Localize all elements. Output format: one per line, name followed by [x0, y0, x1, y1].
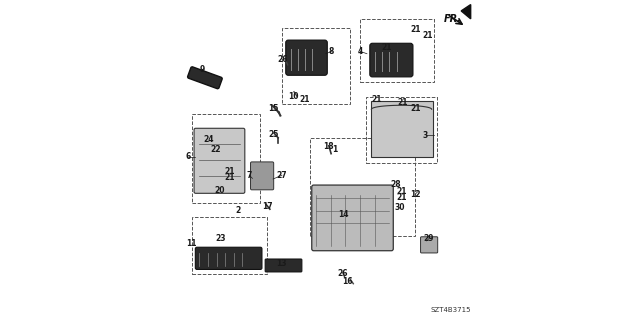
Text: FR.: FR.	[444, 14, 462, 24]
Text: 21: 21	[410, 104, 420, 113]
FancyBboxPatch shape	[370, 43, 413, 77]
Text: 21: 21	[225, 173, 235, 182]
Polygon shape	[461, 4, 470, 19]
Text: 21: 21	[300, 95, 310, 104]
Text: 21: 21	[372, 95, 382, 104]
Text: 21: 21	[422, 31, 433, 40]
Text: 29: 29	[424, 234, 434, 243]
Text: 16: 16	[342, 277, 353, 286]
Bar	[191, 114, 260, 203]
Text: 10: 10	[288, 92, 298, 101]
Text: 7: 7	[246, 171, 252, 180]
Text: 21: 21	[397, 98, 408, 107]
Bar	[193, 217, 267, 274]
Text: 23: 23	[215, 234, 226, 243]
Text: 30: 30	[395, 203, 405, 212]
FancyBboxPatch shape	[194, 128, 245, 193]
Text: 1: 1	[333, 145, 338, 154]
Text: 12: 12	[410, 190, 420, 199]
FancyBboxPatch shape	[420, 237, 438, 253]
Text: 8: 8	[329, 47, 334, 56]
Text: 6: 6	[185, 152, 190, 161]
Text: 17: 17	[262, 203, 273, 212]
Bar	[310, 138, 415, 236]
Text: 21: 21	[397, 193, 407, 202]
Text: 22: 22	[211, 145, 221, 154]
Polygon shape	[371, 101, 433, 157]
Text: 13: 13	[276, 259, 287, 268]
FancyBboxPatch shape	[195, 247, 262, 269]
Text: 20: 20	[214, 186, 225, 195]
Bar	[366, 97, 437, 163]
Text: 4: 4	[358, 47, 364, 56]
Text: 25: 25	[269, 130, 279, 139]
FancyBboxPatch shape	[188, 67, 222, 89]
Text: 21: 21	[381, 43, 392, 52]
FancyBboxPatch shape	[285, 40, 327, 75]
Text: 26: 26	[278, 55, 288, 64]
Text: 27: 27	[276, 171, 287, 180]
Text: 9: 9	[200, 65, 205, 74]
Text: 21: 21	[410, 25, 420, 34]
Text: 21: 21	[397, 187, 407, 196]
Text: 3: 3	[423, 131, 428, 140]
Bar	[282, 28, 350, 105]
Text: 26: 26	[337, 269, 348, 278]
FancyBboxPatch shape	[312, 185, 393, 251]
Text: 14: 14	[338, 210, 348, 219]
FancyBboxPatch shape	[265, 259, 302, 272]
Bar	[360, 19, 434, 82]
Text: SZT4B3715: SZT4B3715	[430, 307, 470, 313]
Text: 2: 2	[236, 206, 241, 215]
Text: 11: 11	[187, 239, 197, 248]
Text: 28: 28	[390, 180, 401, 189]
Text: 21: 21	[225, 167, 235, 176]
Text: 15: 15	[268, 104, 278, 113]
Text: 24: 24	[203, 135, 214, 144]
Text: 18: 18	[323, 142, 334, 151]
FancyBboxPatch shape	[250, 162, 274, 190]
